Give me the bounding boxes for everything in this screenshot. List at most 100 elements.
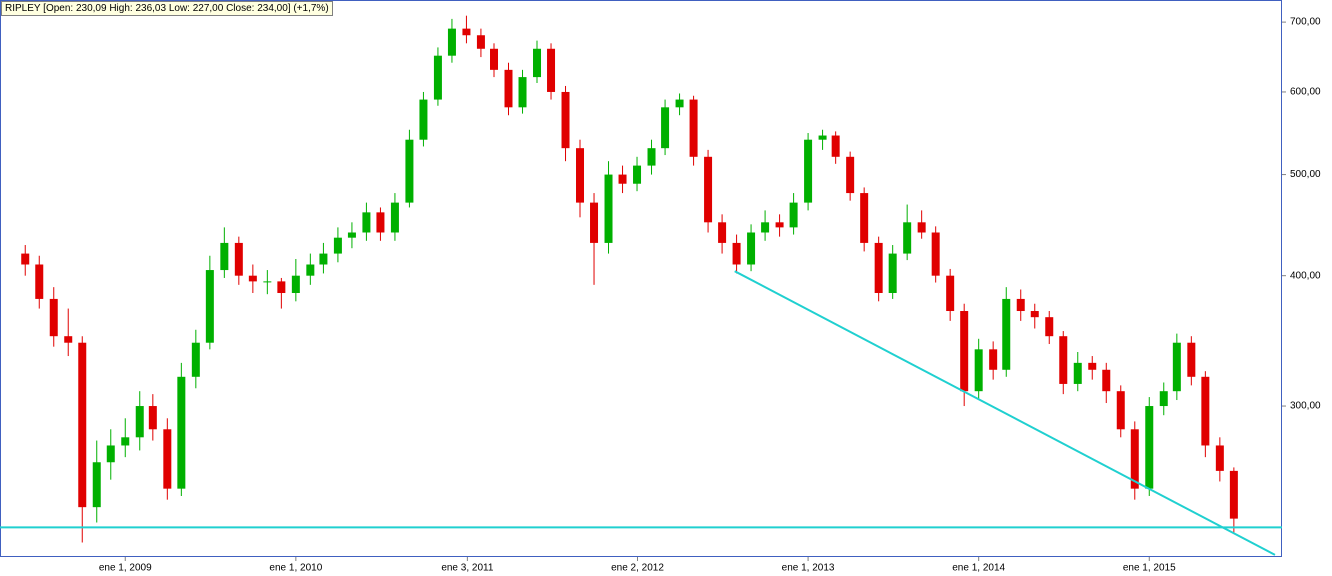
candle-body (106, 445, 115, 463)
candle-body (1030, 311, 1039, 318)
candle-body (35, 264, 44, 299)
candle-body (490, 48, 499, 70)
candle-body (1116, 391, 1125, 430)
x-tick-label: ene 1, 2013 (782, 563, 835, 574)
candle-body (946, 275, 955, 312)
candle-body (604, 174, 613, 243)
candle-body (462, 28, 471, 36)
candle-body (419, 99, 428, 140)
candle-body (21, 253, 30, 265)
candle-body (135, 406, 144, 438)
candle-body (277, 281, 286, 294)
candle-body (319, 253, 328, 265)
candle-body (1172, 342, 1181, 392)
candle-body (163, 429, 172, 489)
candle-body (447, 28, 456, 56)
candle-body (590, 202, 599, 243)
candle-body (1130, 429, 1139, 489)
candle-body (789, 202, 798, 228)
candle-body (177, 376, 186, 489)
candle-body (148, 406, 157, 430)
candle-body (220, 242, 229, 271)
candle-body (761, 222, 770, 233)
candle-body (917, 222, 926, 233)
candle-body (1145, 406, 1154, 489)
candle-body (78, 342, 87, 508)
candle-body (818, 135, 827, 140)
candle-body (547, 48, 556, 92)
candle-body (860, 193, 869, 243)
candle-body (476, 35, 485, 49)
candle-body (333, 237, 342, 254)
candle-body (989, 349, 998, 370)
candle-body (974, 349, 983, 392)
chart-title: RIPLEY [Open: 230,09 High: 236,03 Low: 2… (1, 1, 333, 16)
trend-line (734, 270, 1276, 556)
candle-body (633, 165, 642, 184)
candle-body (205, 270, 214, 343)
candle-body (704, 156, 713, 223)
candle-body (390, 202, 399, 233)
candle-body (248, 275, 257, 282)
candle-body (661, 107, 670, 149)
candle-body (1159, 391, 1168, 407)
candle-body (234, 242, 243, 276)
candle-body (347, 232, 356, 238)
candle-body (49, 298, 58, 337)
candle-body (931, 232, 940, 276)
candle-body (1187, 342, 1196, 377)
candle-body (1073, 362, 1082, 384)
plot-frame (0, 0, 1282, 557)
candle-body (647, 148, 656, 166)
candle-body (831, 135, 840, 157)
candle-body (960, 311, 969, 392)
candle-body (561, 91, 570, 149)
y-tick-label: 300,00 (1290, 401, 1321, 412)
candle-body (376, 212, 385, 233)
candle-body (1102, 369, 1111, 392)
candle-body (92, 462, 101, 508)
candle-body (504, 69, 513, 108)
candle-body (804, 139, 813, 203)
candle-body (576, 148, 585, 203)
candle-body (1201, 376, 1210, 446)
candle-body (362, 212, 371, 233)
candle-body (405, 139, 414, 203)
candle-body (121, 437, 130, 446)
candle-body (874, 242, 883, 294)
candle-body (747, 232, 756, 265)
candle-body (533, 48, 542, 78)
candle-body (518, 77, 527, 108)
candle-body (888, 253, 897, 294)
y-tick-label: 600,00 (1290, 87, 1321, 98)
x-tick-label: ene 3, 2011 (441, 563, 494, 574)
x-tick-label: ene 1, 2015 (1123, 563, 1176, 574)
candle-body (64, 336, 73, 343)
candle-body (1215, 445, 1224, 471)
candle-body (191, 342, 200, 377)
x-tick-label: ene 1, 2014 (952, 563, 1005, 574)
candle-body (846, 156, 855, 194)
candle-body (1016, 298, 1025, 312)
candle-body (433, 55, 442, 100)
x-tick-label: ene 1, 2010 (269, 563, 322, 574)
candle-body (718, 222, 727, 243)
x-tick-label: ene 2, 2012 (611, 563, 664, 574)
candle-body (1229, 470, 1238, 519)
candle-body (689, 99, 698, 157)
y-tick-label: 500,00 (1290, 169, 1321, 180)
candle-body (1002, 298, 1011, 370)
candle-body (291, 275, 300, 294)
x-tick-label: ene 1, 2009 (99, 563, 152, 574)
candle-body (675, 99, 684, 108)
candle-body (775, 222, 784, 228)
candle-body (263, 281, 272, 283)
candle-body (1045, 317, 1054, 337)
candle-body (732, 242, 741, 265)
candle-body (618, 174, 627, 184)
y-tick-label: 700,00 (1290, 17, 1321, 28)
candle-body (1088, 362, 1097, 370)
plot-area (0, 15, 1282, 556)
